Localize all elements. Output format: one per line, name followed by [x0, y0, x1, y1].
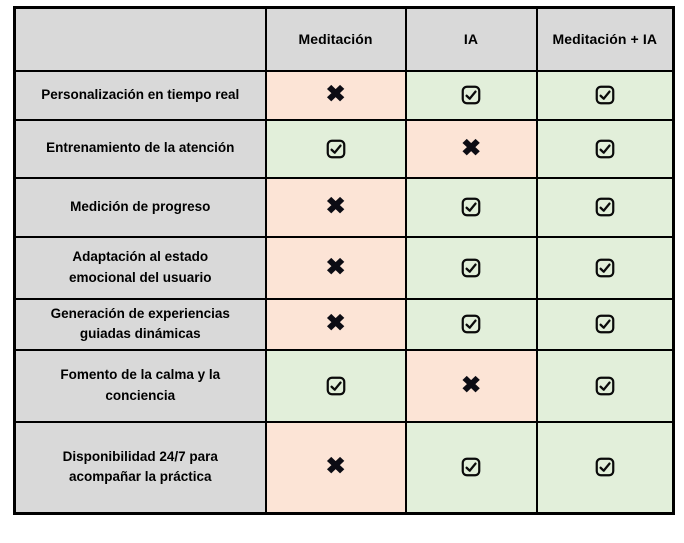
column-header-meditacion: Meditación: [264, 6, 407, 72]
feature-absent-cell: ✖: [404, 348, 538, 423]
table-row: Disponibilidad 24/7 para acompañar la pr…: [13, 420, 675, 515]
feature-absent-cell: ✖: [264, 69, 407, 121]
table-row: Adaptación al estado emocional del usuar…: [13, 235, 675, 300]
checkbox-checked-icon: [595, 376, 615, 395]
feature-present-cell: [535, 235, 675, 300]
feature-label: Medición de progreso: [13, 176, 267, 238]
checkbox-checked-icon: [595, 139, 615, 158]
feature-present-cell: [535, 420, 675, 515]
comparison-table-body: Personalización en tiempo real ✖ Entrenami…: [13, 69, 675, 515]
feature-present-cell: [264, 348, 407, 423]
cross-icon: ✖: [325, 81, 346, 108]
checkbox-checked-icon: [461, 457, 481, 477]
checkbox-checked-icon: [595, 258, 615, 277]
comparison-table: Meditación IA Meditación + IA Personaliz…: [13, 6, 675, 515]
table-row: Personalización en tiempo real ✖: [13, 69, 675, 121]
checkbox-checked-icon: [595, 197, 615, 217]
table-row: Medición de progreso ✖: [13, 176, 675, 238]
cross-icon: ✖: [460, 135, 482, 161]
cross-icon: ✖: [325, 453, 346, 480]
column-header-ia: IA: [404, 6, 538, 72]
checkbox-checked-icon: [595, 85, 615, 105]
feature-present-cell: [404, 69, 538, 121]
feature-absent-cell: ✖: [264, 297, 407, 351]
feature-label: Generación de experiencias guiadas dinám…: [13, 297, 267, 351]
cross-icon: ✖: [325, 254, 346, 280]
table-row: Fomento de la calma y la conciencia ✖: [13, 348, 675, 423]
feature-present-cell: [404, 420, 538, 515]
feature-present-cell: [535, 118, 675, 179]
feature-present-cell: [535, 348, 675, 423]
checkbox-checked-icon: [595, 314, 615, 334]
cross-icon: ✖: [460, 372, 482, 398]
table-row: Entrenamiento de la atención ✖: [13, 118, 675, 179]
feature-label: Disponibilidad 24/7 para acompañar la pr…: [13, 420, 267, 515]
feature-present-cell: [535, 297, 675, 351]
table-row: Generación de experiencias guiadas dinám…: [13, 297, 675, 351]
feature-label: Fomento de la calma y la conciencia: [13, 348, 267, 423]
feature-present-cell: [404, 297, 538, 351]
feature-present-cell: [535, 176, 675, 238]
header-row: Meditación IA Meditación + IA: [13, 6, 675, 72]
checkbox-checked-icon: [461, 258, 481, 277]
feature-present-cell: [264, 118, 407, 179]
feature-label: Personalización en tiempo real: [13, 69, 267, 121]
checkbox-checked-icon: [595, 457, 615, 477]
feature-label: Entrenamiento de la atención: [13, 118, 267, 179]
feature-present-cell: [404, 235, 538, 300]
corner-cell: [13, 6, 267, 72]
feature-present-cell: [404, 176, 538, 238]
checkbox-checked-icon: [461, 85, 481, 105]
cross-icon: ✖: [325, 193, 346, 220]
feature-absent-cell: ✖: [404, 118, 538, 179]
checkbox-checked-icon: [326, 376, 345, 395]
checkbox-checked-icon: [461, 314, 481, 334]
feature-present-cell: [535, 69, 675, 121]
cross-icon: ✖: [325, 310, 346, 337]
feature-absent-cell: ✖: [264, 420, 407, 515]
feature-label: Adaptación al estado emocional del usuar…: [13, 235, 267, 300]
feature-absent-cell: ✖: [264, 235, 407, 300]
checkbox-checked-icon: [461, 197, 481, 217]
column-header-meditacion-ia: Meditación + IA: [535, 6, 675, 72]
checkbox-checked-icon: [326, 139, 345, 158]
feature-absent-cell: ✖: [264, 176, 407, 238]
